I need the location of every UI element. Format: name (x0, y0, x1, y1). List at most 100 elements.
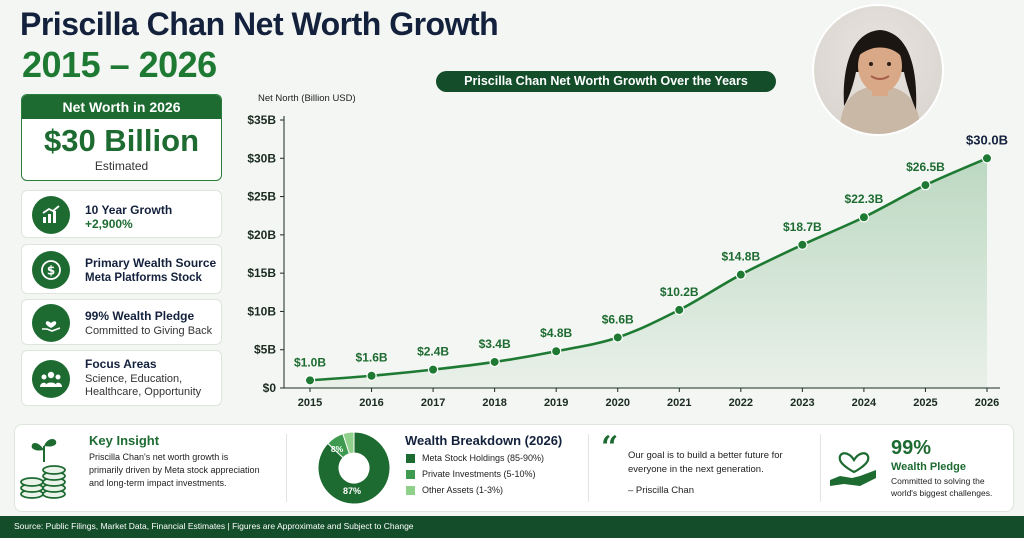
legend-swatch (406, 453, 415, 463)
x-tick-label: 2026 (975, 397, 999, 409)
info-title: Focus Areas (85, 357, 157, 371)
data-point (489, 356, 500, 368)
data-point (612, 332, 623, 343)
data-label: $18.7B (783, 220, 822, 234)
legend-item-private: Private Investments (5-10%) (406, 469, 536, 479)
legend-label: Other Assets (1-3%) (422, 485, 504, 495)
data-label: $22.3B (845, 192, 884, 206)
y-tick-label: $0 (263, 381, 277, 395)
y-tick-label: $20B (247, 228, 276, 242)
data-label: $26.5B (906, 160, 945, 174)
x-tick-label: 2018 (482, 397, 506, 409)
x-tick-label: 2016 (359, 397, 383, 409)
data-label: $6.6B (602, 312, 634, 326)
data-point (427, 364, 439, 375)
y-tick-label: $30B (247, 151, 276, 165)
y-tick-label: $35B (247, 113, 276, 127)
quote-line-1: Our goal is to build a better future for (628, 450, 783, 461)
growth-chart-icon (32, 196, 70, 234)
data-label: $1.0B (294, 355, 326, 369)
info-detail-line-2: Healthcare, Opportunity (85, 386, 202, 398)
y-tick-label: $15B (247, 266, 276, 280)
legend-item-meta: Meta Stock Holdings (85-90%) (406, 453, 544, 463)
x-tick-label: 2024 (852, 397, 877, 409)
key-insight-title: Key Insight (89, 433, 160, 448)
data-point (550, 346, 562, 357)
legend-label: Private Investments (5-10%) (422, 469, 536, 479)
hand-heart-icon (32, 304, 70, 342)
data-point (797, 239, 808, 251)
net-worth-note: Estimated (94, 159, 149, 173)
quote-mark-icon: “ (601, 430, 619, 465)
footer-source: Source: Public Filings, Market Data, Fin… (0, 516, 1024, 538)
page-subtitle: 2015 – 2026 (22, 44, 217, 85)
y-tick-label: $25B (247, 190, 276, 204)
data-label: $1.6B (356, 351, 388, 365)
pledge-line-1: Committed to solving the (891, 476, 985, 486)
pledge-line-2: world's biggest challenges. (891, 488, 993, 498)
x-tick-label: 2020 (605, 397, 629, 409)
info-detail-line-1: Science, Education, (85, 373, 183, 385)
y-axis-label: Net North (Billion USD) (258, 93, 356, 104)
svg-text:$: $ (47, 264, 55, 278)
info-title: 10 Year Growth (85, 203, 173, 217)
key-insight-line-3: and long-term impact investments. (89, 478, 227, 488)
net-worth-heading: Net Worth in 2026 (22, 95, 221, 119)
pledge-percent: 99% (891, 437, 932, 459)
legend-item-other: Other Assets (1-3%) (406, 485, 503, 495)
data-point (674, 304, 685, 316)
info-card-focus: Focus Areas Science, Education, Healthca… (21, 350, 222, 406)
y-tick-label: $5B (254, 343, 276, 357)
info-card-source: $ Primary Wealth Source Meta Platforms S… (21, 244, 222, 294)
info-title: 99% Wealth Pledge (85, 309, 195, 323)
coins-plant-icon (20, 439, 66, 499)
y-tick-label: $10B (247, 304, 276, 318)
divider (588, 434, 589, 502)
data-point (735, 269, 747, 280)
legend-swatch (406, 469, 415, 479)
legend-swatch (406, 485, 415, 495)
people-icon (32, 360, 70, 398)
x-tick-label: 2023 (790, 397, 814, 409)
data-point (304, 375, 316, 386)
info-detail: +2,900% (85, 217, 133, 231)
data-label: $3.4B (479, 337, 511, 351)
chart-title-pill: Priscilla Chan Net Worth Growth Over the… (436, 71, 776, 92)
donut-slice-meta (317, 431, 391, 505)
pledge-title: Wealth Pledge (891, 461, 966, 473)
data-label: $10.2B (660, 285, 699, 299)
quote-line-2: everyone in the next generation. (628, 464, 764, 475)
pledge-heart-hand-icon (830, 452, 876, 486)
dollar-icon: $ (32, 251, 70, 289)
portrait-photo (812, 4, 944, 136)
wealth-donut-chart: 87% 8% (317, 431, 391, 505)
portrait-icon (839, 30, 921, 134)
quote-author: – Priscilla Chan (628, 485, 694, 496)
x-tick-label: 2017 (421, 397, 445, 409)
key-insight-line-1: Priscilla Chan's net worth growth is (89, 452, 229, 462)
slice-label-private: 8% (331, 444, 344, 454)
info-card-growth: 10 Year Growth +2,900% (21, 190, 222, 238)
info-detail: Meta Platforms Stock (85, 272, 202, 284)
net-worth-chart: Net North (Billion USD) $0 $5B $10B $15B $20… (247, 93, 1008, 409)
x-tick-label: 2019 (544, 397, 568, 409)
x-tick-label: 2021 (667, 397, 691, 409)
data-point (366, 370, 377, 381)
divider (820, 434, 821, 502)
data-point (920, 179, 931, 191)
breakdown-title: Wealth Breakdown (2026) (405, 433, 563, 448)
x-tick-label: 2022 (729, 397, 753, 409)
data-label: $14.8B (721, 250, 760, 264)
info-detail: Committed to Giving Back (85, 325, 213, 337)
net-worth-value: $30 Billion (43, 123, 200, 158)
x-tick-label: 2025 (913, 397, 937, 409)
net-worth-card: Net Worth in 2026 $30 Billion Estimated (21, 94, 222, 181)
data-label: $30.0B (966, 132, 1008, 147)
key-insight-line-2: primarily driven by Meta stock appreciat… (89, 465, 260, 475)
data-point (981, 153, 993, 164)
legend-label: Meta Stock Holdings (85-90%) (422, 453, 545, 463)
divider (286, 434, 287, 502)
data-label: $4.8B (540, 326, 572, 340)
info-card-pledge: 99% Wealth Pledge Committed to Giving Ba… (21, 299, 222, 345)
data-label: $2.4B (417, 345, 449, 359)
